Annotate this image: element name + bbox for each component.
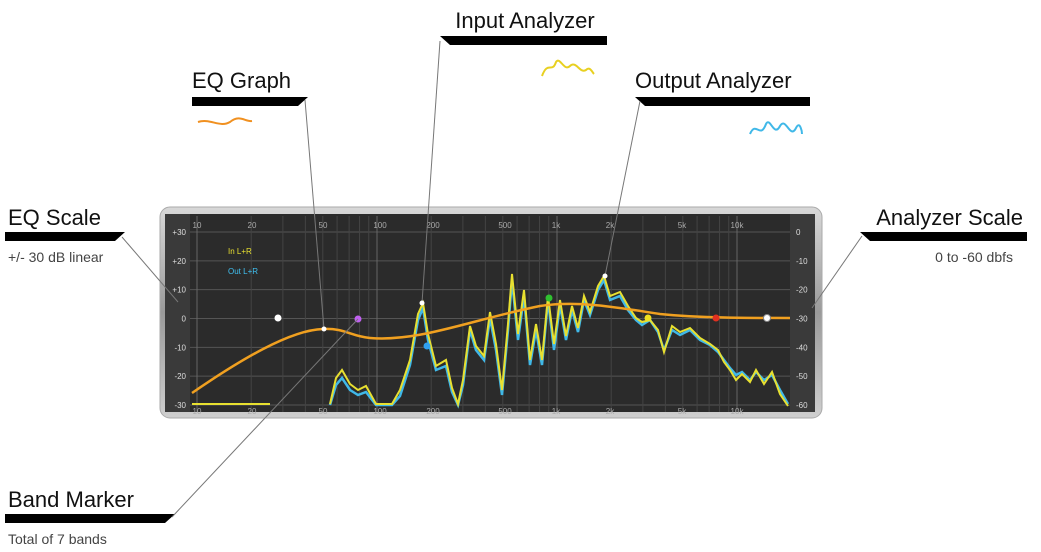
callout-note: Total of 7 bands xyxy=(8,531,107,547)
band-marker[interactable] xyxy=(763,314,771,322)
eq-scale-label: +30 xyxy=(172,228,186,237)
frequency-label-bottom: 500 xyxy=(498,407,512,416)
analyzer-scale-label: -60 xyxy=(796,401,808,410)
callout-title: Output Analyzer xyxy=(635,68,792,93)
leader-line xyxy=(171,318,359,518)
input-squiggle xyxy=(541,59,595,77)
leader-line xyxy=(604,100,641,277)
frequency-label-top: 200 xyxy=(426,221,440,230)
scale-labels: +30 +20 +10 0 -10 -20 -30 0 -10 -20 -30 -40 -50 -60 10… xyxy=(172,221,808,416)
callout-bar xyxy=(5,232,125,241)
analyzer-scale-label: -30 xyxy=(796,315,808,324)
callout-note: 0 to -60 dbfs xyxy=(935,249,1013,265)
callout-title: Analyzer Scale xyxy=(876,205,1023,230)
frequency-label-bottom: 5k xyxy=(678,407,687,416)
band-marker[interactable] xyxy=(274,314,282,322)
analyzer-scale-label: -10 xyxy=(796,257,808,266)
leader-line xyxy=(121,236,179,303)
frequency-label-top: 2k xyxy=(606,221,615,230)
frequency-label-top: 20 xyxy=(248,221,257,230)
frequency-label-top: 100 xyxy=(373,221,387,230)
frequency-label-top: 10k xyxy=(731,221,745,230)
frequency-label-top: 500 xyxy=(498,221,512,230)
eq-curve xyxy=(191,302,791,395)
frequency-label-bottom: 100 xyxy=(373,407,387,416)
band-marker[interactable] xyxy=(712,314,720,322)
callout-bar xyxy=(635,97,810,106)
leader-dot xyxy=(419,300,425,306)
eq-scale-label: -20 xyxy=(174,372,186,381)
frequency-label-bottom: 1k xyxy=(552,407,561,416)
eq-scale-label: +20 xyxy=(172,257,186,266)
analyzer-scale-label: -40 xyxy=(796,343,808,352)
analyzer-scale-strip xyxy=(790,214,815,412)
frequency-label-top: 10 xyxy=(193,221,202,230)
leader-dot xyxy=(602,273,608,279)
eq-scale-strip xyxy=(165,214,190,412)
legend-input: In L+R xyxy=(228,247,252,256)
grid xyxy=(190,216,790,412)
callout-bar xyxy=(860,232,1027,241)
frequency-label-bottom: 200 xyxy=(426,407,440,416)
frequency-label-top: 5k xyxy=(678,221,687,230)
callout-title: EQ Graph xyxy=(192,68,291,93)
eq-squiggle xyxy=(197,117,253,125)
callout-bar xyxy=(192,97,308,106)
band-marker[interactable] xyxy=(423,342,431,350)
callout-title: EQ Scale xyxy=(8,205,101,230)
frequency-label-bottom: 10 xyxy=(193,407,202,416)
leader-line xyxy=(421,40,441,304)
frequency-label-bottom: 10k xyxy=(731,407,745,416)
band-marker[interactable] xyxy=(644,314,652,322)
eq-scale-label: -10 xyxy=(174,343,186,352)
frequency-label-bottom: 20 xyxy=(248,407,257,416)
band-marker[interactable] xyxy=(545,294,553,302)
callout-title: Band Marker xyxy=(8,487,134,512)
eq-scale-label: 0 xyxy=(182,315,187,324)
callout-title: Input Analyzer xyxy=(455,8,594,33)
leader-dot xyxy=(321,326,327,332)
output-squiggle xyxy=(749,121,803,135)
leader-line xyxy=(304,99,325,330)
frequency-label-bottom: 2k xyxy=(606,407,615,416)
frequency-label-top: 50 xyxy=(319,221,328,230)
output-analyzer-curve xyxy=(328,276,790,409)
callout-note: +/- 30 dB linear xyxy=(8,249,104,265)
eq-scale-label: +10 xyxy=(172,286,186,295)
input-analyzer-curve xyxy=(329,273,789,408)
callout-bar xyxy=(440,36,607,45)
analyzer-scale-label: -50 xyxy=(796,372,808,381)
legend-output: Out L+R xyxy=(228,267,258,276)
frequency-label-top: 1k xyxy=(552,221,561,230)
analyzer-scale-label: -20 xyxy=(796,286,808,295)
analyzer-scale-label: 0 xyxy=(796,228,801,237)
band-markers xyxy=(274,294,771,350)
eq-scale-label: -30 xyxy=(174,401,186,410)
frequency-label-bottom: 50 xyxy=(319,407,328,416)
leader-line xyxy=(811,235,863,309)
callout-bar xyxy=(5,514,175,523)
